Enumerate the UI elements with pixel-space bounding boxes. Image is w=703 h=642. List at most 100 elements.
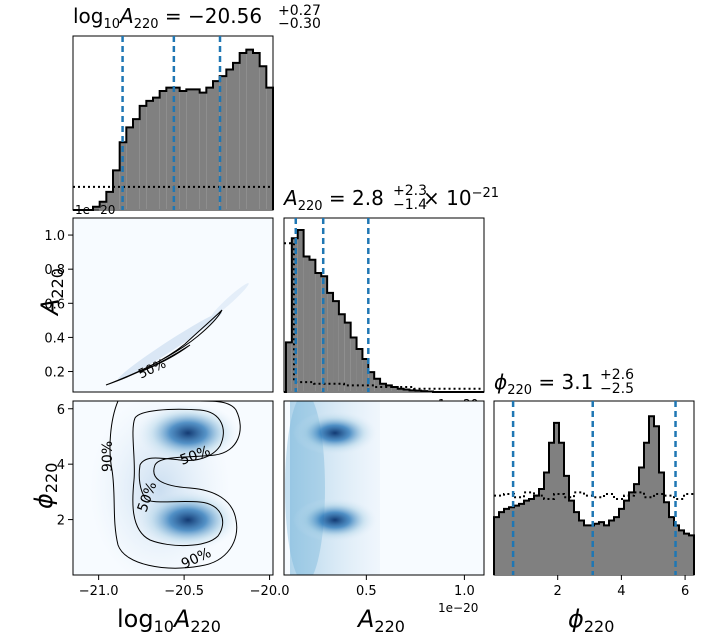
histogram-bar xyxy=(494,517,499,575)
y-tick-label: 2 xyxy=(57,514,65,529)
histogram-bar xyxy=(664,502,669,575)
contour-50 xyxy=(132,408,224,547)
histogram-bar xyxy=(139,105,147,210)
histogram-bar xyxy=(246,49,253,211)
y-axis-label-phi: ϕ220 xyxy=(30,463,61,509)
x-tick-label: −20.0 xyxy=(250,584,290,599)
histogram-bar xyxy=(599,522,604,575)
histogram-bar xyxy=(106,191,113,210)
histogram-bar xyxy=(544,472,549,575)
panel-title-A: A220 = 2.8 xyxy=(282,186,384,214)
x-tick-label: −21.0 xyxy=(79,584,119,599)
panel-title-logA-sup: +0.27 xyxy=(278,3,321,19)
panel-logA-vs-A: 50% A220 0.20.40.60.81.0 xyxy=(36,217,274,393)
histogram-bar xyxy=(113,170,120,210)
panel-title-phi-inf: −2.5 xyxy=(600,381,634,397)
contour-90 xyxy=(109,401,241,569)
histogram-bar xyxy=(321,276,328,392)
histogram-outline xyxy=(493,415,695,575)
histogram-bar xyxy=(368,372,375,392)
panel-title-phi: ϕ220 = 3.1 xyxy=(494,370,593,398)
density-blob-upper xyxy=(136,403,240,463)
histogram-bar xyxy=(133,119,140,210)
histogram-bar xyxy=(297,230,304,392)
histogram-bar xyxy=(173,87,180,210)
histogram-bar xyxy=(333,301,339,392)
x-axis-label-logA: log10A220 xyxy=(117,605,221,636)
y-axis-label-A: A220 xyxy=(36,268,67,317)
panel-A-vs-phi: 0.5 1.0 1e−20 A220 xyxy=(283,400,485,636)
density-band xyxy=(117,311,223,381)
histogram-bar xyxy=(239,52,247,211)
histogram-bar xyxy=(604,525,609,575)
histogram-bar xyxy=(285,342,292,392)
histogram-bar xyxy=(146,100,153,210)
density-band-tail xyxy=(211,283,249,317)
x-tick-label: 0.5 xyxy=(356,584,377,599)
histogram-bar xyxy=(403,389,410,392)
histogram-bar xyxy=(529,498,534,575)
histogram-bar xyxy=(614,517,619,575)
histogram-bar xyxy=(259,66,267,211)
histogram-bar xyxy=(639,467,644,575)
x-tick-label: 1.0 xyxy=(454,584,475,599)
histogram-bar xyxy=(549,442,554,575)
histogram-bar xyxy=(519,503,524,575)
offset-label-A-axis: 1e−20 xyxy=(438,601,478,615)
histogram-bar xyxy=(554,422,559,575)
histogram-bar xyxy=(219,76,227,211)
panel-frame xyxy=(72,217,274,393)
histogram-bar xyxy=(619,508,624,575)
panel-phi-histogram: ϕ220 = 3.1 +2.6 −2.5 2 4 6 ϕ220 xyxy=(493,367,695,636)
histogram-bar xyxy=(315,272,322,392)
offset-label-logA-row: 1e−20 xyxy=(75,203,115,217)
histogram-bar xyxy=(93,206,100,210)
histogram-bar xyxy=(684,533,689,575)
histogram-bar xyxy=(380,383,386,392)
histogram-bar xyxy=(584,525,589,575)
density-blob-lower xyxy=(136,490,240,550)
histogram-bar xyxy=(624,500,629,575)
histogram-bar xyxy=(689,535,694,575)
histogram-bar xyxy=(564,475,569,575)
panel-frame xyxy=(283,400,485,576)
histogram-bar xyxy=(385,385,392,392)
histogram-bar xyxy=(669,517,674,575)
histogram-bar xyxy=(569,500,574,575)
histogram-bar xyxy=(253,52,260,211)
histogram-bar xyxy=(534,495,539,575)
histogram-bar xyxy=(344,322,351,392)
x-tick-label: 4 xyxy=(617,584,625,599)
x-tick-label: 2 xyxy=(554,584,562,599)
y-tick-label: 0.6 xyxy=(44,297,65,312)
histogram-bar xyxy=(559,442,564,575)
histogram-bar xyxy=(391,387,398,392)
histogram-bar xyxy=(589,525,594,575)
histogram-bar xyxy=(193,89,200,210)
y-tick-label: 0.4 xyxy=(44,331,65,346)
panel-title-logA-inf: −0.30 xyxy=(278,16,321,32)
histogram-bar xyxy=(266,87,273,210)
histogram-bar xyxy=(126,127,133,210)
histogram-bar xyxy=(659,472,664,575)
x-tick-label: 6 xyxy=(681,584,689,599)
histogram-bar xyxy=(674,525,679,575)
histogram-bar xyxy=(159,90,167,210)
histogram-bar xyxy=(574,512,579,575)
y-tick-label: 0.8 xyxy=(44,263,65,278)
histogram-bar xyxy=(338,314,345,392)
density-blob-upper xyxy=(293,411,377,455)
y-tick-label: 6 xyxy=(57,403,65,418)
histogram-bar xyxy=(233,62,240,211)
contour-50 xyxy=(139,344,191,373)
histogram-bar xyxy=(514,505,519,575)
histogram-bar xyxy=(679,530,684,575)
y-tick-label: 0.2 xyxy=(44,366,65,381)
histogram-bar xyxy=(327,292,334,392)
histogram-bar xyxy=(166,87,173,210)
histogram-bar xyxy=(504,508,509,575)
density-blob-lower xyxy=(293,498,377,542)
histogram-bar xyxy=(629,492,634,575)
histogram-bar xyxy=(213,81,220,210)
histogram-bar xyxy=(499,512,504,575)
